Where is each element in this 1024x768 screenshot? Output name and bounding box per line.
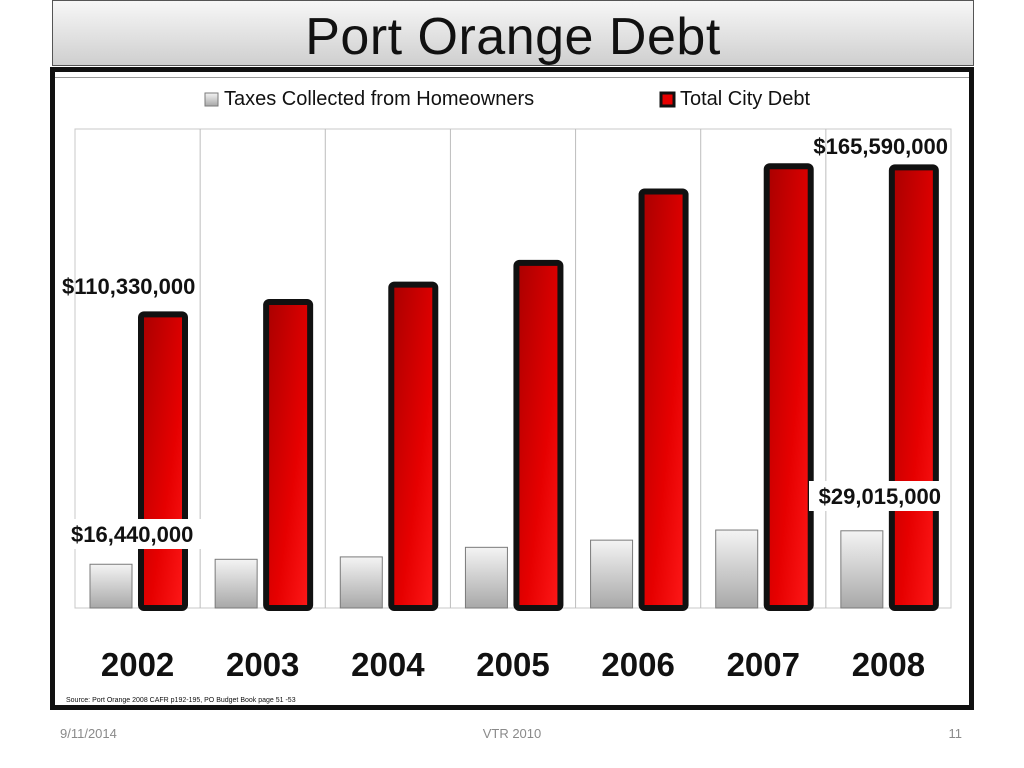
category-label-2002: 2002 [101, 646, 174, 683]
bar-debt-2007 [763, 163, 814, 611]
footer-center: VTR 2010 [482, 726, 542, 741]
frame-divider [55, 77, 969, 78]
plot-area [74, 128, 952, 609]
category-label-2006: 2006 [601, 646, 674, 683]
category-label-2007: 2007 [727, 646, 800, 683]
legend-debt-swatch [659, 91, 676, 108]
data-label-165590000: $165,590,000 [813, 134, 948, 159]
category-label-2008: 2008 [852, 646, 925, 683]
category-label-2004: 2004 [351, 646, 425, 683]
bar-debt-2006 [638, 188, 689, 612]
source-note: Source: Port Orange 2008 CAFR p192-195, … [66, 697, 296, 704]
category-label-2005: 2005 [476, 646, 549, 683]
bar-debt-2005 [513, 259, 564, 611]
bar-taxes-2008 [840, 530, 884, 609]
data-label-background [809, 481, 945, 511]
footer-date: 9/11/2014 [60, 726, 117, 741]
legend-taxes-label: Taxes Collected from Homeowners [224, 88, 534, 110]
category-label-2003: 2003 [226, 646, 299, 683]
debt-chart: 2002 2003 2004 2005 2006 2007 2008 Taxes Collec… [62, 88, 952, 683]
title-bar: Port Orange Debt [52, 0, 974, 66]
data-label-29015000: $29,015,000 [819, 484, 941, 509]
bar-debt-2004 [388, 281, 439, 612]
bar-taxes-2004 [339, 556, 383, 609]
legend-debt-label: Total City Debt [680, 88, 810, 110]
footer-page-number: 11 [948, 726, 963, 741]
chart-frame: 2002 2003 2004 2005 2006 2007 2008 Taxes Collec… [50, 67, 974, 710]
data-label-background [65, 519, 201, 549]
bar-debt-2002 [138, 311, 188, 612]
bar-taxes-2003 [214, 558, 258, 609]
bar-debt-2008 [888, 164, 939, 611]
bar-debt-2003 [263, 298, 314, 611]
bar-taxes-2005 [464, 546, 508, 609]
bar-taxes-2002 [89, 563, 133, 609]
data-label-16440000: $16,440,000 [71, 522, 193, 547]
data-label-110330000: $110,330,000 [62, 274, 195, 299]
bar-taxes-2006 [590, 539, 634, 609]
slide-title: Port Orange Debt [305, 8, 721, 66]
bar-taxes-2007 [715, 529, 759, 609]
legend-taxes-swatch [204, 92, 219, 107]
